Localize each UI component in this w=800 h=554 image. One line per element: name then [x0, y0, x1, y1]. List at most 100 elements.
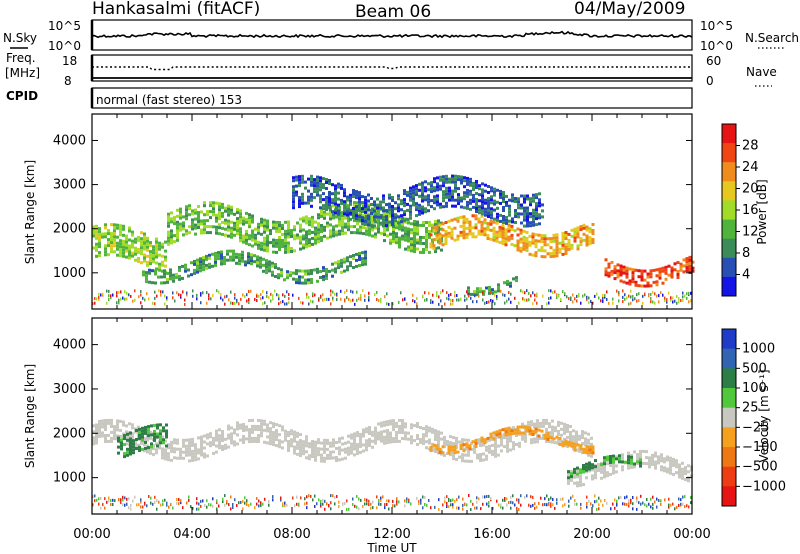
- data-cell: [462, 443, 466, 447]
- data-cell: [538, 204, 541, 208]
- noise-cell: [624, 502, 626, 506]
- data-cell: [468, 220, 472, 224]
- data-cell: [503, 436, 506, 440]
- data-cell: [627, 461, 630, 465]
- data-cell: [496, 206, 499, 210]
- data-cell: [295, 278, 298, 282]
- noise-cell: [312, 300, 314, 304]
- data-cell: [232, 258, 235, 262]
- noise-cell: [202, 291, 204, 295]
- data-cell: [379, 215, 382, 219]
- data-cell: [554, 429, 557, 433]
- data-cell: [474, 226, 478, 230]
- data-cell: [549, 240, 553, 244]
- noise-cell: [474, 506, 476, 510]
- noise-cell: [644, 503, 646, 507]
- noise-cell: [260, 504, 262, 507]
- data-cell: [377, 431, 380, 435]
- data-cell: [359, 435, 362, 439]
- data-cell: [122, 254, 125, 258]
- noise-cell: [366, 498, 368, 502]
- data-cell: [469, 177, 472, 181]
- data-cell: [143, 253, 146, 257]
- data-cell: [469, 183, 472, 187]
- data-cell: [317, 216, 320, 220]
- data-cell: [520, 203, 523, 207]
- data-cell: [116, 235, 119, 239]
- data-cell: [427, 188, 430, 192]
- data-cell: [532, 196, 535, 200]
- nave-bottom-tick: 0: [706, 74, 714, 88]
- data-cell: [200, 447, 203, 451]
- data-cell: [272, 220, 275, 224]
- data-cell: [555, 245, 559, 249]
- data-cell: [307, 189, 310, 193]
- data-cell: [331, 210, 334, 214]
- noise-cell: [416, 297, 418, 300]
- data-cell: [307, 281, 310, 285]
- data-cell: [468, 444, 472, 448]
- data-cell: [678, 463, 681, 467]
- noise-cell: [412, 299, 414, 303]
- data-cell: [367, 193, 370, 197]
- data-cell: [166, 271, 169, 275]
- data-cell: [113, 250, 116, 254]
- data-cell: [535, 217, 538, 221]
- data-cell: [458, 440, 461, 444]
- data-cell: [422, 442, 425, 446]
- noise-cell: [306, 292, 308, 296]
- data-cell: [474, 235, 478, 239]
- data-cell: [398, 239, 401, 243]
- data-cell: [385, 224, 388, 228]
- data-cell: [295, 178, 298, 182]
- data-cell: [346, 259, 349, 263]
- noise-cell: [660, 502, 662, 506]
- data-cell: [328, 200, 331, 203]
- data-cell: [173, 441, 176, 445]
- data-cell: [153, 429, 156, 433]
- data-cell: [233, 224, 236, 228]
- data-cell: [335, 447, 338, 450]
- data-cell: [343, 257, 346, 261]
- data-cell: [337, 182, 340, 186]
- data-cell: [379, 206, 382, 210]
- data-cell: [125, 430, 128, 434]
- data-cell: [314, 443, 317, 447]
- data-cell: [322, 204, 325, 208]
- data-cell: [525, 230, 529, 234]
- data-cell: [504, 430, 508, 434]
- data-cell: [472, 205, 475, 209]
- noise-cell: [172, 506, 174, 510]
- noise-cell: [646, 504, 648, 508]
- noise-cell: [378, 499, 380, 503]
- data-cell: [134, 237, 137, 241]
- data-cell: [526, 224, 529, 228]
- near-range-noise: [92, 494, 692, 511]
- noise-cell: [550, 496, 552, 500]
- data-cell: [156, 435, 159, 439]
- data-cell: [545, 439, 548, 443]
- y-tick-label: 4000: [53, 133, 86, 148]
- data-cell: [448, 177, 451, 181]
- data-cell: [511, 217, 514, 221]
- data-cell: [296, 452, 299, 456]
- data-cell: [425, 230, 428, 233]
- data-cell: [352, 213, 355, 216]
- data-cell: [563, 437, 566, 441]
- noise-cell: [492, 292, 494, 295]
- noise-cell: [456, 294, 458, 297]
- data-cell: [487, 215, 490, 218]
- noise-cell: [672, 296, 674, 300]
- data-cell: [573, 445, 577, 449]
- noise-cell: [136, 503, 138, 507]
- data-cell: [338, 217, 341, 221]
- data-cell: [391, 214, 394, 217]
- data-cell: [164, 264, 167, 268]
- noise-cell: [154, 290, 156, 294]
- data-cell: [442, 175, 445, 179]
- data-cell: [579, 243, 583, 247]
- data-cell: [356, 228, 359, 232]
- data-cell: [410, 228, 413, 232]
- data-cell: [587, 453, 590, 457]
- data-cell: [325, 187, 328, 190]
